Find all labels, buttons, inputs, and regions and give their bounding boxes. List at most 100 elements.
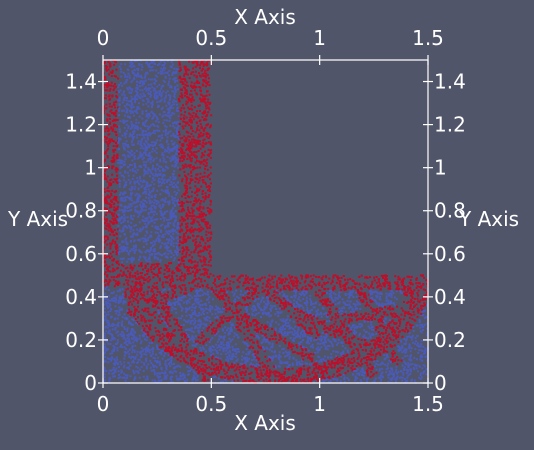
solid-point [123, 364, 126, 367]
boundary-point [300, 309, 302, 312]
boundary-point [138, 278, 141, 281]
boundary-point [297, 373, 300, 376]
solid-point [122, 145, 125, 148]
solid-point [132, 244, 135, 247]
boundary-point [107, 147, 110, 150]
boundary-point [191, 130, 194, 133]
boundary-point [223, 279, 226, 282]
boundary-point [109, 242, 112, 245]
solid-point [137, 72, 139, 75]
solid-point [119, 289, 121, 292]
boundary-point [206, 83, 209, 86]
boundary-point [181, 195, 183, 198]
solid-point [182, 324, 185, 326]
boundary-point [107, 229, 110, 232]
solid-point [139, 203, 142, 206]
boundary-point [185, 89, 188, 92]
boundary-point [178, 174, 181, 177]
solid-point [205, 323, 208, 326]
solid-point [173, 186, 176, 189]
solid-point [321, 331, 324, 334]
boundary-point [191, 204, 194, 207]
solid-point [170, 256, 173, 258]
boundary-point [307, 353, 310, 356]
solid-point [122, 333, 125, 336]
boundary-point [292, 351, 295, 354]
solid-point [158, 348, 161, 351]
boundary-point [320, 372, 323, 375]
solid-point [137, 370, 139, 373]
boundary-point [115, 131, 117, 134]
solid-point [131, 329, 134, 332]
boundary-point [158, 291, 161, 294]
solid-point [311, 303, 313, 305]
boundary-point [113, 222, 116, 225]
boundary-point [329, 334, 332, 336]
boundary-point [363, 282, 366, 285]
solid-point [348, 307, 351, 310]
solid-point [257, 312, 260, 314]
boundary-point [110, 212, 113, 215]
solid-point [111, 356, 113, 359]
solid-point [149, 87, 151, 90]
solid-point [196, 375, 199, 378]
boundary-point [288, 368, 291, 371]
solid-point [211, 298, 214, 301]
boundary-point [206, 329, 209, 332]
boundary-point [418, 301, 421, 304]
solid-point [266, 338, 269, 341]
solid-point [380, 379, 383, 381]
boundary-point [202, 372, 205, 375]
solid-point [194, 319, 197, 322]
solid-point [175, 200, 178, 202]
solid-point [146, 172, 149, 175]
solid-point [419, 377, 422, 380]
solid-point [129, 198, 131, 201]
boundary-point [391, 352, 393, 355]
boundary-point [339, 327, 342, 330]
boundary-point [112, 214, 115, 217]
solid-point [256, 302, 259, 305]
solid-point [398, 376, 401, 379]
boundary-point [310, 321, 313, 324]
boundary-point [193, 221, 196, 224]
solid-point [130, 120, 133, 123]
boundary-point [264, 324, 267, 327]
solid-point [160, 350, 163, 352]
solid-point [133, 188, 136, 191]
solid-point [131, 159, 134, 162]
solid-point [277, 312, 280, 315]
solid-point [392, 372, 395, 375]
boundary-point [334, 320, 337, 323]
boundary-point [202, 342, 205, 345]
boundary-point [274, 381, 277, 384]
solid-point [245, 342, 248, 345]
solid-point [139, 177, 141, 180]
solid-point [297, 328, 300, 331]
boundary-point [369, 317, 372, 320]
boundary-point [335, 328, 338, 331]
boundary-point [168, 333, 171, 335]
solid-point [131, 337, 133, 340]
boundary-point [220, 319, 223, 322]
boundary-point [349, 342, 352, 345]
boundary-point [158, 315, 161, 318]
solid-point [118, 96, 121, 99]
solid-point [119, 82, 122, 85]
solid-point [110, 358, 113, 361]
solid-point [103, 361, 106, 363]
solid-point [195, 342, 198, 345]
boundary-point [306, 274, 309, 277]
solid-point [123, 357, 126, 360]
solid-point [145, 201, 148, 204]
solid-point [154, 380, 157, 383]
boundary-point [193, 60, 196, 63]
solid-point [167, 222, 170, 224]
solid-point [157, 311, 160, 314]
boundary-point [205, 364, 208, 367]
solid-point [218, 338, 220, 341]
boundary-point [382, 311, 385, 314]
solid-point [325, 341, 327, 344]
solid-point [136, 338, 139, 341]
